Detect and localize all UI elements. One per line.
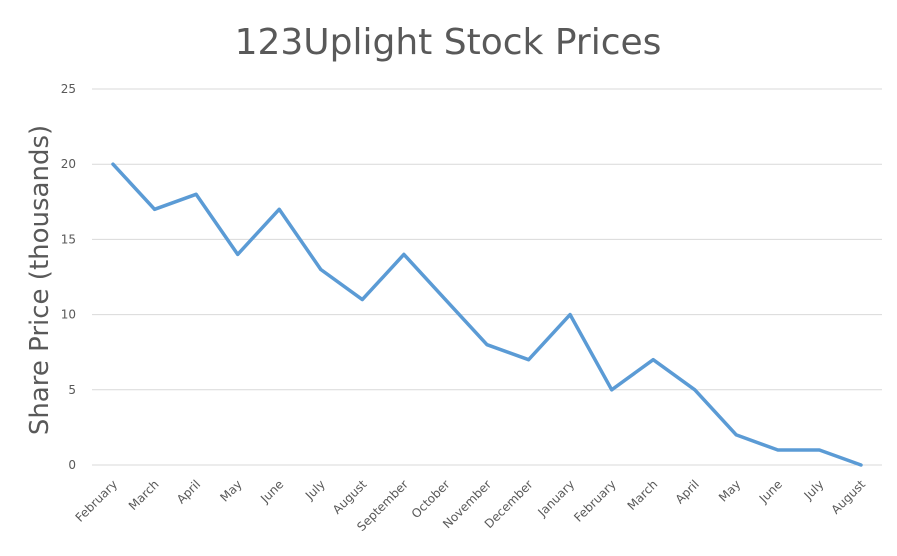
- data-point: [485, 343, 489, 347]
- y-tick-label: 25: [61, 82, 76, 96]
- x-tick-label: May: [716, 477, 743, 504]
- data-point: [610, 388, 614, 392]
- x-tick-label: March: [126, 477, 162, 513]
- x-tick-label: July: [801, 477, 827, 503]
- y-tick-label: 0: [68, 458, 76, 472]
- data-point: [817, 448, 821, 452]
- x-tick-label: August: [829, 477, 869, 517]
- x-tick-label: April: [174, 477, 203, 506]
- data-point: [693, 388, 697, 392]
- chart-title: 123Uplight Stock Prices: [235, 22, 662, 63]
- x-tick-label: July: [302, 477, 328, 503]
- y-tick-label: 5: [68, 383, 76, 397]
- data-point: [776, 448, 780, 452]
- x-tick-label: January: [534, 477, 577, 520]
- y-tick-label: 20: [61, 157, 76, 171]
- data-point: [194, 192, 198, 196]
- data-point: [360, 298, 364, 302]
- y-axis-label: Share Price (thousands): [25, 125, 55, 435]
- y-tick-label: 10: [61, 308, 76, 322]
- y-axis-ticks: 0 5 10 15 20 25: [61, 82, 76, 472]
- data-point: [236, 252, 240, 256]
- gridlines: [92, 88, 882, 466]
- data-point: [277, 207, 281, 211]
- x-tick-label: March: [625, 477, 661, 513]
- x-tick-label: February: [73, 477, 121, 525]
- data-point: [319, 267, 323, 271]
- data-point: [527, 358, 531, 362]
- y-tick-label: 15: [61, 232, 76, 246]
- x-tick-label: May: [217, 477, 244, 504]
- x-tick-label: June: [756, 477, 785, 506]
- series-layer: [111, 162, 863, 467]
- x-tick-label: August: [330, 477, 370, 517]
- data-point: [734, 433, 738, 437]
- data-point: [111, 162, 115, 166]
- data-point: [443, 298, 447, 302]
- data-point: [402, 252, 406, 256]
- x-axis-ticks: February March April May June July AugustSepte…: [73, 477, 869, 534]
- x-tick-label: April: [673, 477, 702, 506]
- data-point: [859, 463, 863, 467]
- data-point: [651, 358, 655, 362]
- x-tick-label: June: [257, 477, 286, 506]
- x-tick-label: February: [571, 477, 619, 525]
- data-point: [568, 313, 572, 317]
- data-point: [153, 207, 157, 211]
